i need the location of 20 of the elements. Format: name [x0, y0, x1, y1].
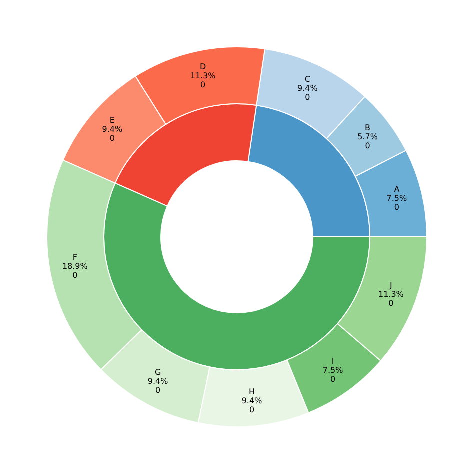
data-label: 11.3% 0: [378, 290, 404, 308]
data-label: 9.4% 0: [242, 396, 263, 414]
data-label: 9.4% 0: [297, 84, 318, 102]
data-label: 5.7% 0: [358, 132, 378, 151]
data-label: 9.4% 0: [148, 376, 169, 395]
slice-label: C: [304, 74, 311, 84]
data-label: 9.4% 0: [102, 125, 123, 144]
slice-label: A: [394, 185, 400, 194]
slice-label: E: [110, 116, 115, 126]
slice-label: G: [154, 368, 162, 377]
data-label: 7.5% 0: [386, 194, 408, 212]
slice-label: H: [248, 387, 256, 396]
slice-label: D: [200, 62, 206, 72]
slice-label: B: [365, 124, 371, 133]
slice-label: F: [72, 252, 78, 262]
slice-label: I: [332, 357, 334, 366]
data-label: 7.5% 0: [322, 366, 344, 384]
data-label: 11.3% 0: [190, 72, 216, 90]
slice-label: J: [389, 280, 392, 290]
data-label: 18.9% 0: [62, 262, 88, 280]
